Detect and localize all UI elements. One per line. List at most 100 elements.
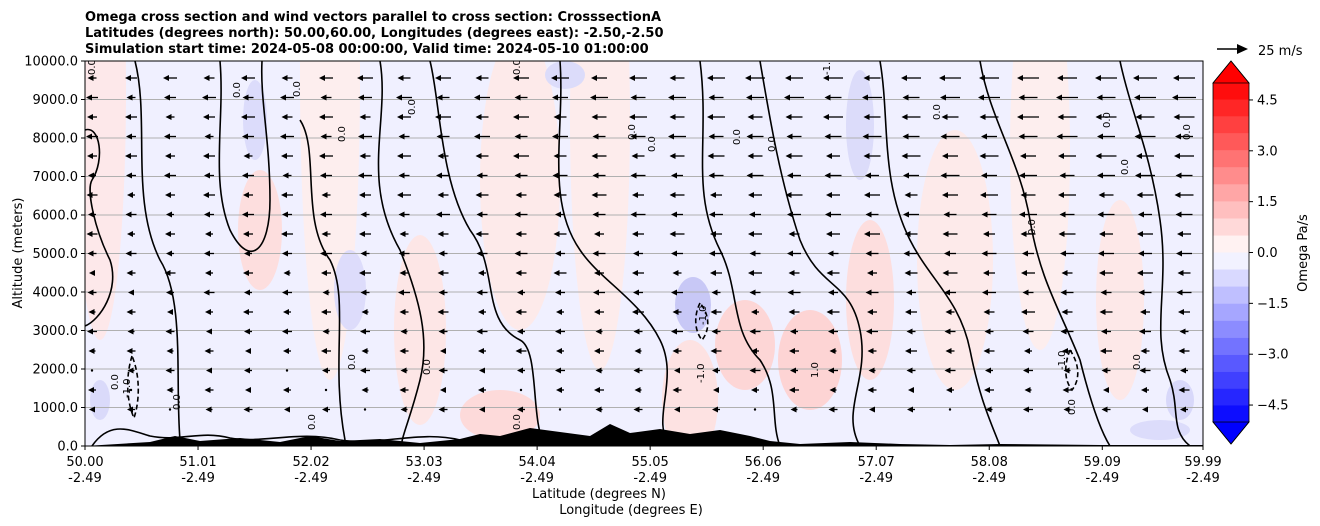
wind-vector xyxy=(863,75,881,81)
wind-vector xyxy=(1059,172,1075,179)
wind-vector xyxy=(400,406,408,413)
omega-fill-region xyxy=(238,170,282,290)
wind-vector xyxy=(634,387,642,393)
wind-vector xyxy=(87,289,97,296)
wind-vector xyxy=(945,348,955,354)
wind-vector xyxy=(88,309,96,315)
wind-vector xyxy=(320,94,332,101)
wind-vector xyxy=(828,328,838,335)
reference-vector-key: 25 m/s xyxy=(1217,44,1303,59)
y-axis-label: Altitude (meters) xyxy=(11,198,26,309)
wind-vector xyxy=(358,172,372,179)
wind-vector xyxy=(867,387,877,393)
wind-vector xyxy=(747,153,763,159)
wind-vector xyxy=(1134,133,1156,140)
y-tick-label: 8000.0 xyxy=(33,132,79,147)
wind-vector xyxy=(672,309,682,315)
wind-vector xyxy=(553,114,567,120)
x-axis-label-latitude: Latitude (degrees N) xyxy=(532,487,666,502)
wind-vector xyxy=(590,94,608,101)
wind-vector xyxy=(669,75,685,81)
colorbar-level xyxy=(1213,388,1249,406)
wind-vector xyxy=(1017,75,1039,81)
wind-vector xyxy=(826,309,840,315)
wind-vector xyxy=(1180,406,1188,413)
wind-vector xyxy=(166,387,174,393)
wind-vector xyxy=(359,270,371,276)
wind-vector xyxy=(828,406,838,413)
omega-fill-region xyxy=(1096,200,1144,400)
colorbar-level xyxy=(1213,371,1249,389)
wind-vector xyxy=(1058,192,1076,198)
wind-vector xyxy=(553,231,567,237)
wind-vector xyxy=(787,211,801,218)
wind-vector xyxy=(787,172,801,179)
wind-vector xyxy=(983,270,995,276)
x-tick-label-latitude: 54.04 xyxy=(519,455,556,470)
wind-vector xyxy=(1179,328,1189,335)
wind-vector xyxy=(984,328,994,335)
wind-vector xyxy=(1172,94,1196,101)
wind-vector xyxy=(398,289,410,296)
contour-label: 0.0 xyxy=(87,59,98,75)
wind-vector xyxy=(513,153,529,159)
contour-label: 0.0 xyxy=(422,359,433,375)
wind-vector xyxy=(1141,387,1149,393)
wind-vector xyxy=(166,250,174,257)
wind-vector xyxy=(669,192,685,198)
wind-vector xyxy=(863,114,881,120)
wind-vector xyxy=(555,250,565,257)
wind-vector xyxy=(322,328,330,335)
y-tick-label: 3000.0 xyxy=(33,324,79,339)
wind-vector xyxy=(397,114,411,120)
colorbar-tick-label: −1.5 xyxy=(1257,297,1289,312)
wind-vector xyxy=(707,114,725,120)
wind-vector xyxy=(360,289,370,296)
wind-vector xyxy=(474,133,490,140)
wind-vector xyxy=(399,387,409,393)
wind-vector xyxy=(786,133,802,140)
wind-vector xyxy=(785,75,803,81)
wind-vector xyxy=(396,94,412,101)
wind-vector xyxy=(1095,114,1117,120)
wind-vector xyxy=(826,270,840,276)
y-tick-label: 9000.0 xyxy=(33,93,79,108)
wind-vector xyxy=(322,406,330,413)
wind-vector xyxy=(478,387,486,393)
wind-vector xyxy=(245,348,251,354)
colorbar-level xyxy=(1213,269,1249,287)
wind-vector xyxy=(1022,328,1034,335)
wind-vector xyxy=(243,406,253,413)
wind-vector xyxy=(243,270,253,276)
wind-vector xyxy=(517,289,525,296)
y-tick-label: 6000.0 xyxy=(33,209,79,224)
wind-vector xyxy=(865,211,879,218)
wind-vector xyxy=(243,231,253,237)
wind-vector xyxy=(243,153,253,159)
wind-vector xyxy=(204,387,214,393)
omega-fill-region xyxy=(1130,420,1190,440)
wind-vector xyxy=(284,406,290,413)
wind-vector xyxy=(397,192,411,198)
wind-vector xyxy=(671,172,683,179)
wind-vector xyxy=(475,153,489,159)
wind-vector xyxy=(787,250,801,257)
wind-vector xyxy=(1057,75,1077,81)
contour-label: 0.0 xyxy=(732,129,743,145)
wind-vector xyxy=(711,328,721,335)
colorbar-extend-max xyxy=(1212,60,1250,84)
wind-vector xyxy=(865,289,879,296)
wind-vector xyxy=(1017,114,1039,120)
wind-vector xyxy=(669,231,685,237)
wind-vector xyxy=(828,289,838,296)
wind-vector xyxy=(749,328,761,335)
contour-label: 0.0 xyxy=(1120,159,1131,175)
wind-vector xyxy=(1100,289,1112,296)
colorbar-level xyxy=(1213,116,1249,134)
wind-vector xyxy=(1175,211,1193,218)
contour-label: -1.0 xyxy=(1057,350,1068,370)
wind-vector xyxy=(823,114,843,120)
contour-label: 0.0 xyxy=(627,124,638,140)
wind-vector xyxy=(749,211,761,218)
wind-vector xyxy=(1097,133,1115,140)
